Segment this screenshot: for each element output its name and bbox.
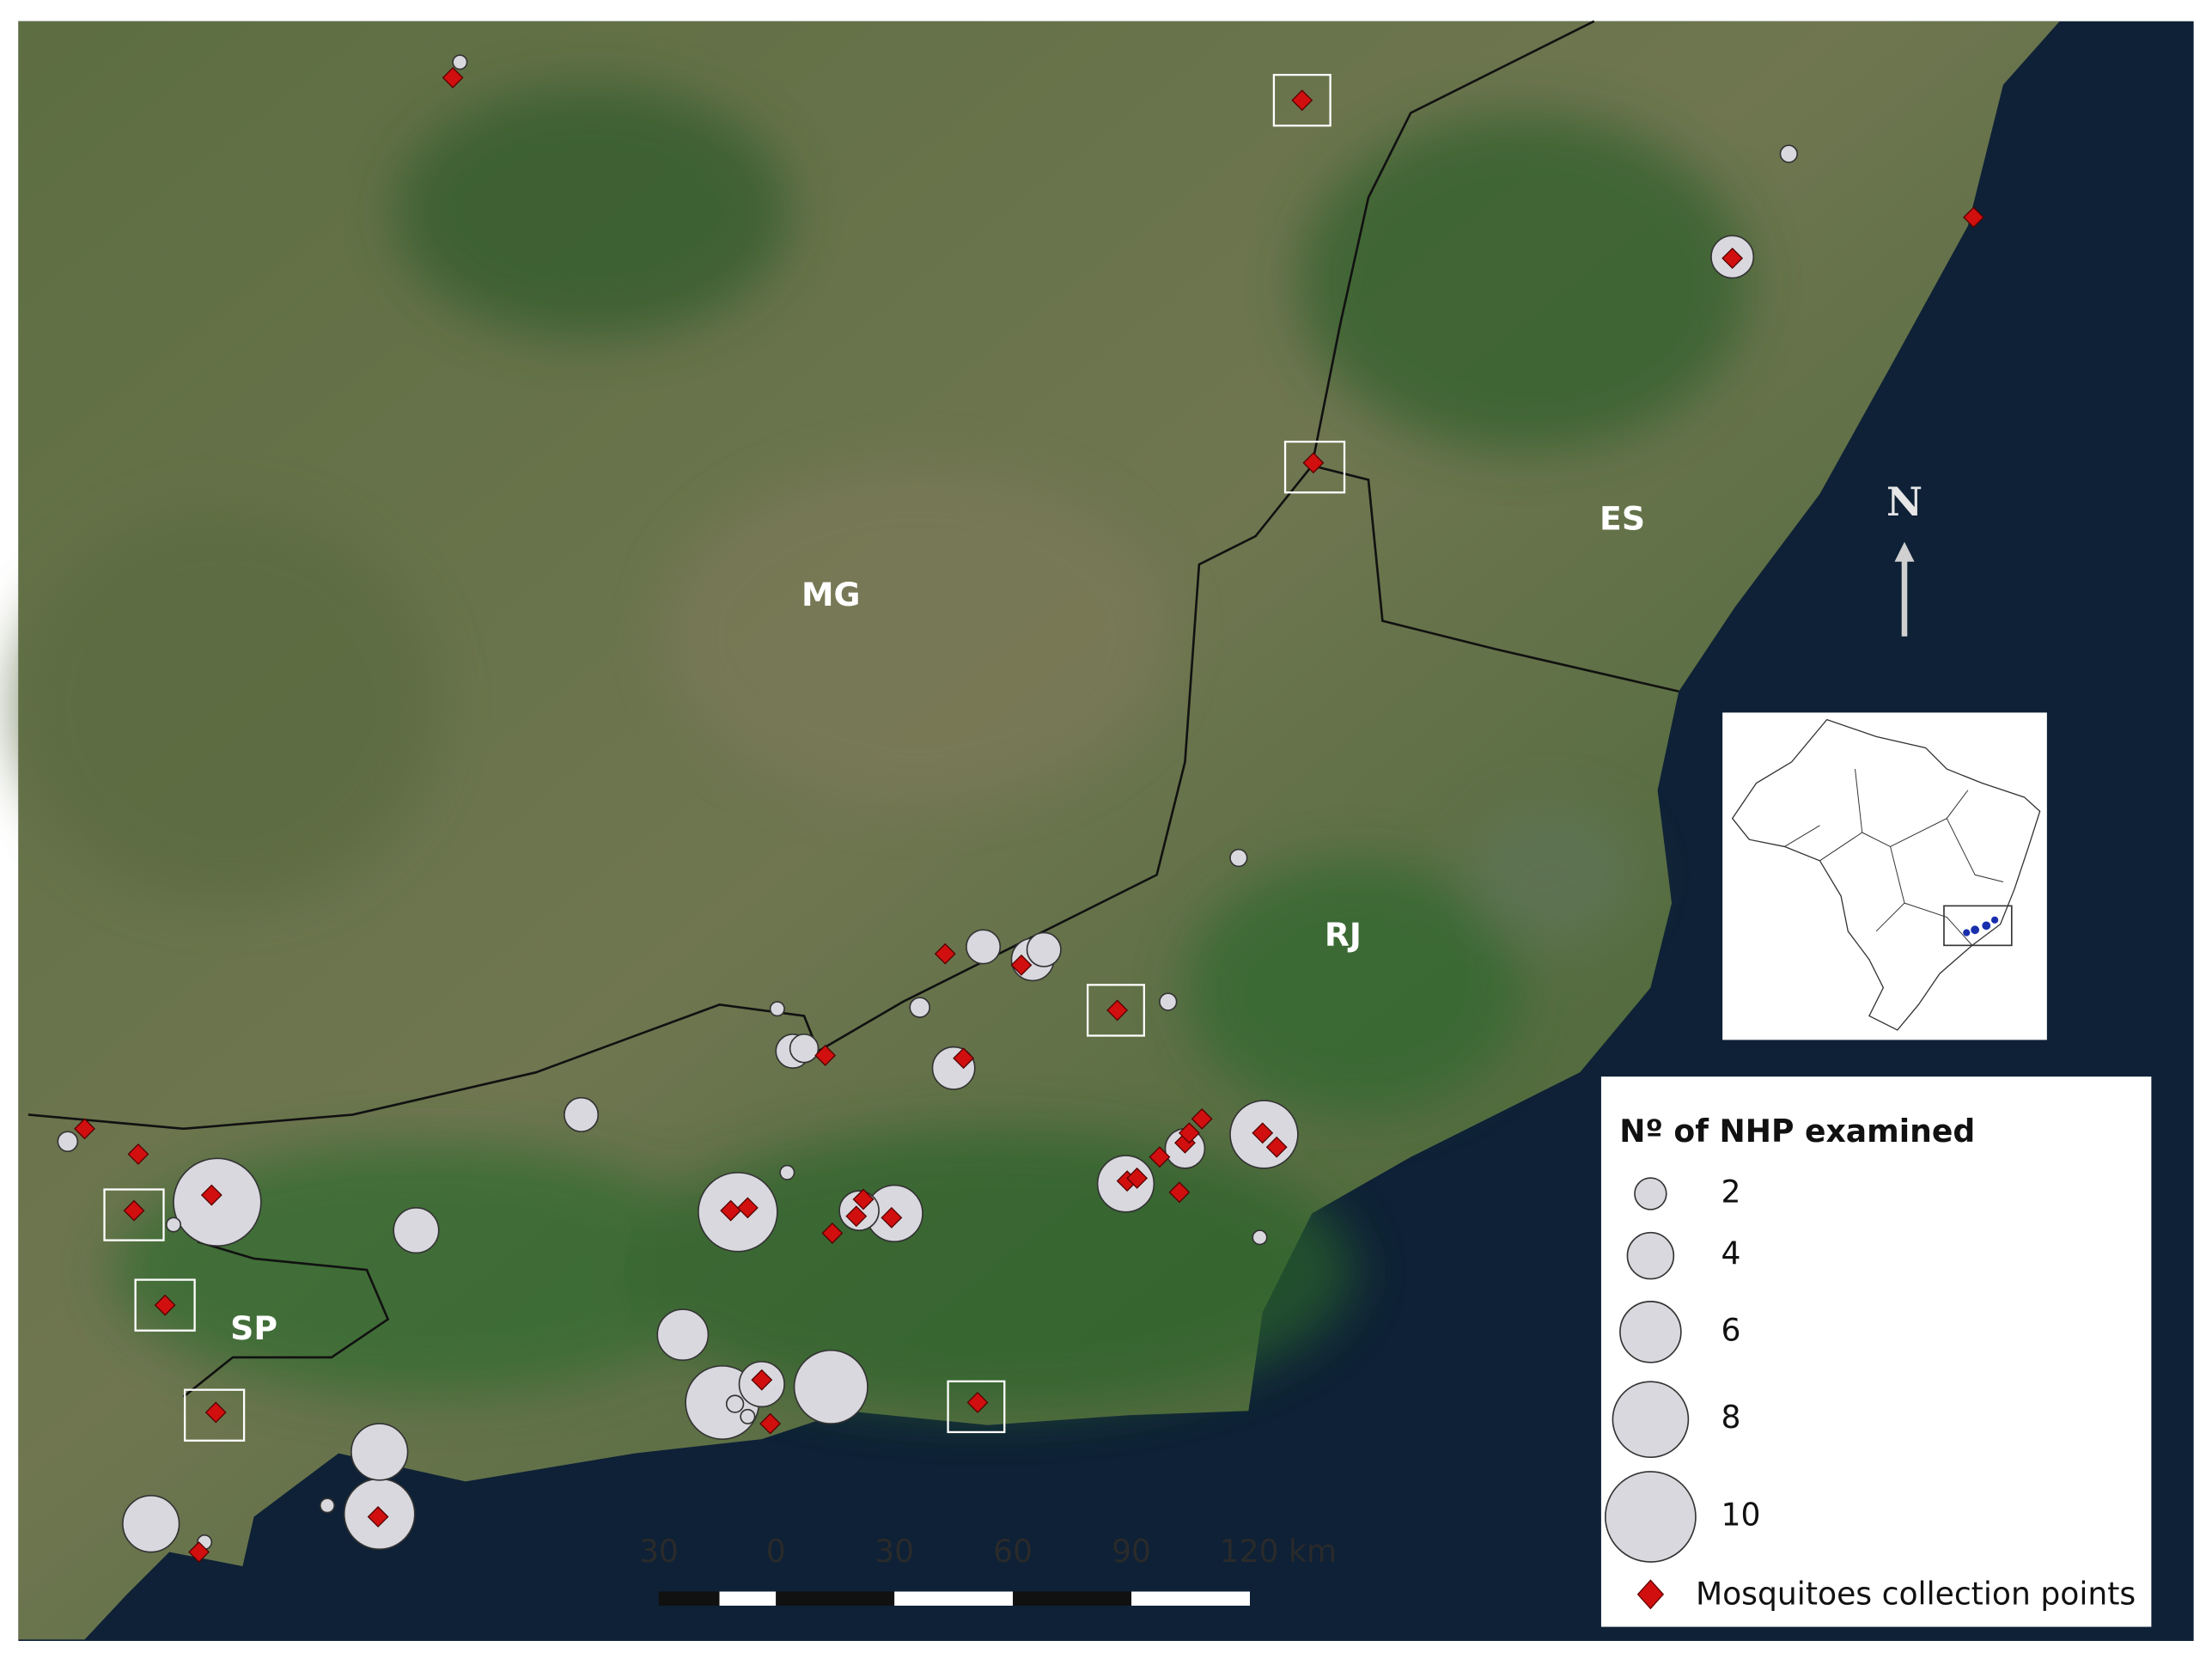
collection-point — [881, 1206, 903, 1229]
legend-bubble — [1619, 1301, 1682, 1363]
nhp-bubble — [1159, 992, 1178, 1011]
legend-size-label: 4 — [1721, 1235, 1741, 1272]
collection-point — [934, 942, 956, 965]
highlight-boxes — [103, 73, 1346, 1442]
vegetation — [14, 84, 1750, 1412]
nhp-bubble — [319, 1497, 336, 1514]
legend-size-label: 2 — [1721, 1173, 1741, 1210]
collection-point — [442, 66, 464, 88]
nhp-bubble — [122, 1495, 180, 1553]
legend-size-label: 10 — [1721, 1496, 1761, 1533]
nhp-bubble — [57, 1131, 79, 1152]
inset-map — [1722, 712, 2047, 1040]
state-label: ES — [1600, 500, 1645, 538]
scale-segment — [658, 1591, 720, 1606]
nhp-bubble — [789, 1034, 820, 1064]
nhp-bubble — [779, 1164, 795, 1180]
collection-point — [74, 1118, 95, 1140]
north-arrow — [1894, 541, 1915, 637]
north-label: N — [1886, 479, 1923, 525]
state-label: RJ — [1325, 916, 1362, 954]
collection-point — [204, 1401, 227, 1424]
collection-point — [154, 1294, 176, 1316]
collection-point — [821, 1222, 844, 1244]
collection-point — [814, 1045, 837, 1066]
collection-point — [127, 1144, 149, 1165]
collection-point — [736, 1197, 759, 1219]
collection-point — [1721, 247, 1744, 270]
collection-point — [1291, 89, 1313, 112]
collection-point — [1252, 1122, 1274, 1144]
nhp-bubble — [793, 1349, 868, 1424]
scale-segment — [776, 1591, 895, 1606]
collection-point — [1265, 1136, 1288, 1158]
legend-title: Nº of NHP examined — [1619, 1113, 1975, 1150]
legend-size-label: 6 — [1721, 1311, 1741, 1348]
collection-point — [1302, 452, 1325, 474]
legend-diamond — [1636, 1579, 1665, 1610]
collection-point — [1126, 1167, 1149, 1189]
collection-point — [759, 1412, 782, 1435]
scale-label: 60 — [993, 1533, 1033, 1570]
legend-bubble — [1634, 1177, 1667, 1211]
scale-segment — [1131, 1591, 1251, 1606]
scale-bar: 30 0 30 60 90 120 km — [639, 1533, 1337, 1606]
collection-point — [845, 1205, 868, 1228]
scale-label: 90 — [1112, 1533, 1151, 1570]
collection-point — [852, 1188, 874, 1211]
nhp-bubble — [564, 1096, 600, 1132]
state-label: MG — [801, 576, 861, 613]
nhp-bubble — [452, 54, 468, 70]
nhp-bubble — [1779, 144, 1799, 163]
nhp-bubble — [740, 1408, 756, 1424]
scale-segment — [894, 1591, 1014, 1606]
collection-point — [1963, 206, 1984, 229]
collection-point — [953, 1047, 975, 1070]
scale-segment — [1013, 1591, 1132, 1606]
nhp-bubble — [1229, 848, 1248, 868]
nhp-bubble — [173, 1157, 262, 1247]
nhp-bubble — [165, 1217, 182, 1233]
state-borders — [27, 20, 1679, 1398]
collection-point — [1106, 999, 1129, 1022]
nhp-bubble — [966, 929, 1002, 965]
legend-label: Mosquitoes collection points — [1696, 1575, 2136, 1612]
scale-label: 30 — [874, 1533, 914, 1570]
nhp-bubble — [909, 997, 931, 1018]
collection-point — [966, 1392, 989, 1413]
collection-point — [1178, 1122, 1200, 1144]
scale-segment — [719, 1591, 777, 1606]
nhp-bubble — [725, 1394, 745, 1413]
collection-point — [1168, 1181, 1191, 1204]
collection-point — [720, 1199, 742, 1222]
collection-point — [367, 1506, 389, 1528]
nhp-bubble — [656, 1308, 710, 1362]
collection-point — [751, 1369, 773, 1391]
collection-point — [200, 1184, 222, 1206]
legend-bubble — [1605, 1471, 1697, 1563]
sites — [57, 54, 1984, 1563]
collection-point — [123, 1199, 145, 1222]
scale-label: 30 — [639, 1533, 679, 1570]
nhp-bubble — [1026, 931, 1062, 967]
collection-point — [188, 1541, 210, 1563]
collection-point — [1010, 954, 1033, 976]
scale-label: 0 — [766, 1533, 786, 1570]
collection-point — [1149, 1146, 1171, 1168]
legend-bubble — [1626, 1231, 1675, 1280]
legend-bubble — [1612, 1381, 1690, 1458]
legend-box — [1600, 1076, 2152, 1627]
state-label: SP — [230, 1309, 277, 1347]
nhp-bubble — [393, 1207, 440, 1254]
nhp-bubble — [1252, 1229, 1268, 1246]
legend: Nº of NHP examined Mosquitoes collection… — [1600, 1076, 2152, 1627]
collection-point — [1191, 1107, 1213, 1130]
nhp-bubble — [769, 1001, 785, 1017]
legend-size-label: 8 — [1721, 1399, 1741, 1436]
scale-label: 120 km — [1220, 1533, 1338, 1570]
nhp-bubble — [350, 1423, 409, 1481]
